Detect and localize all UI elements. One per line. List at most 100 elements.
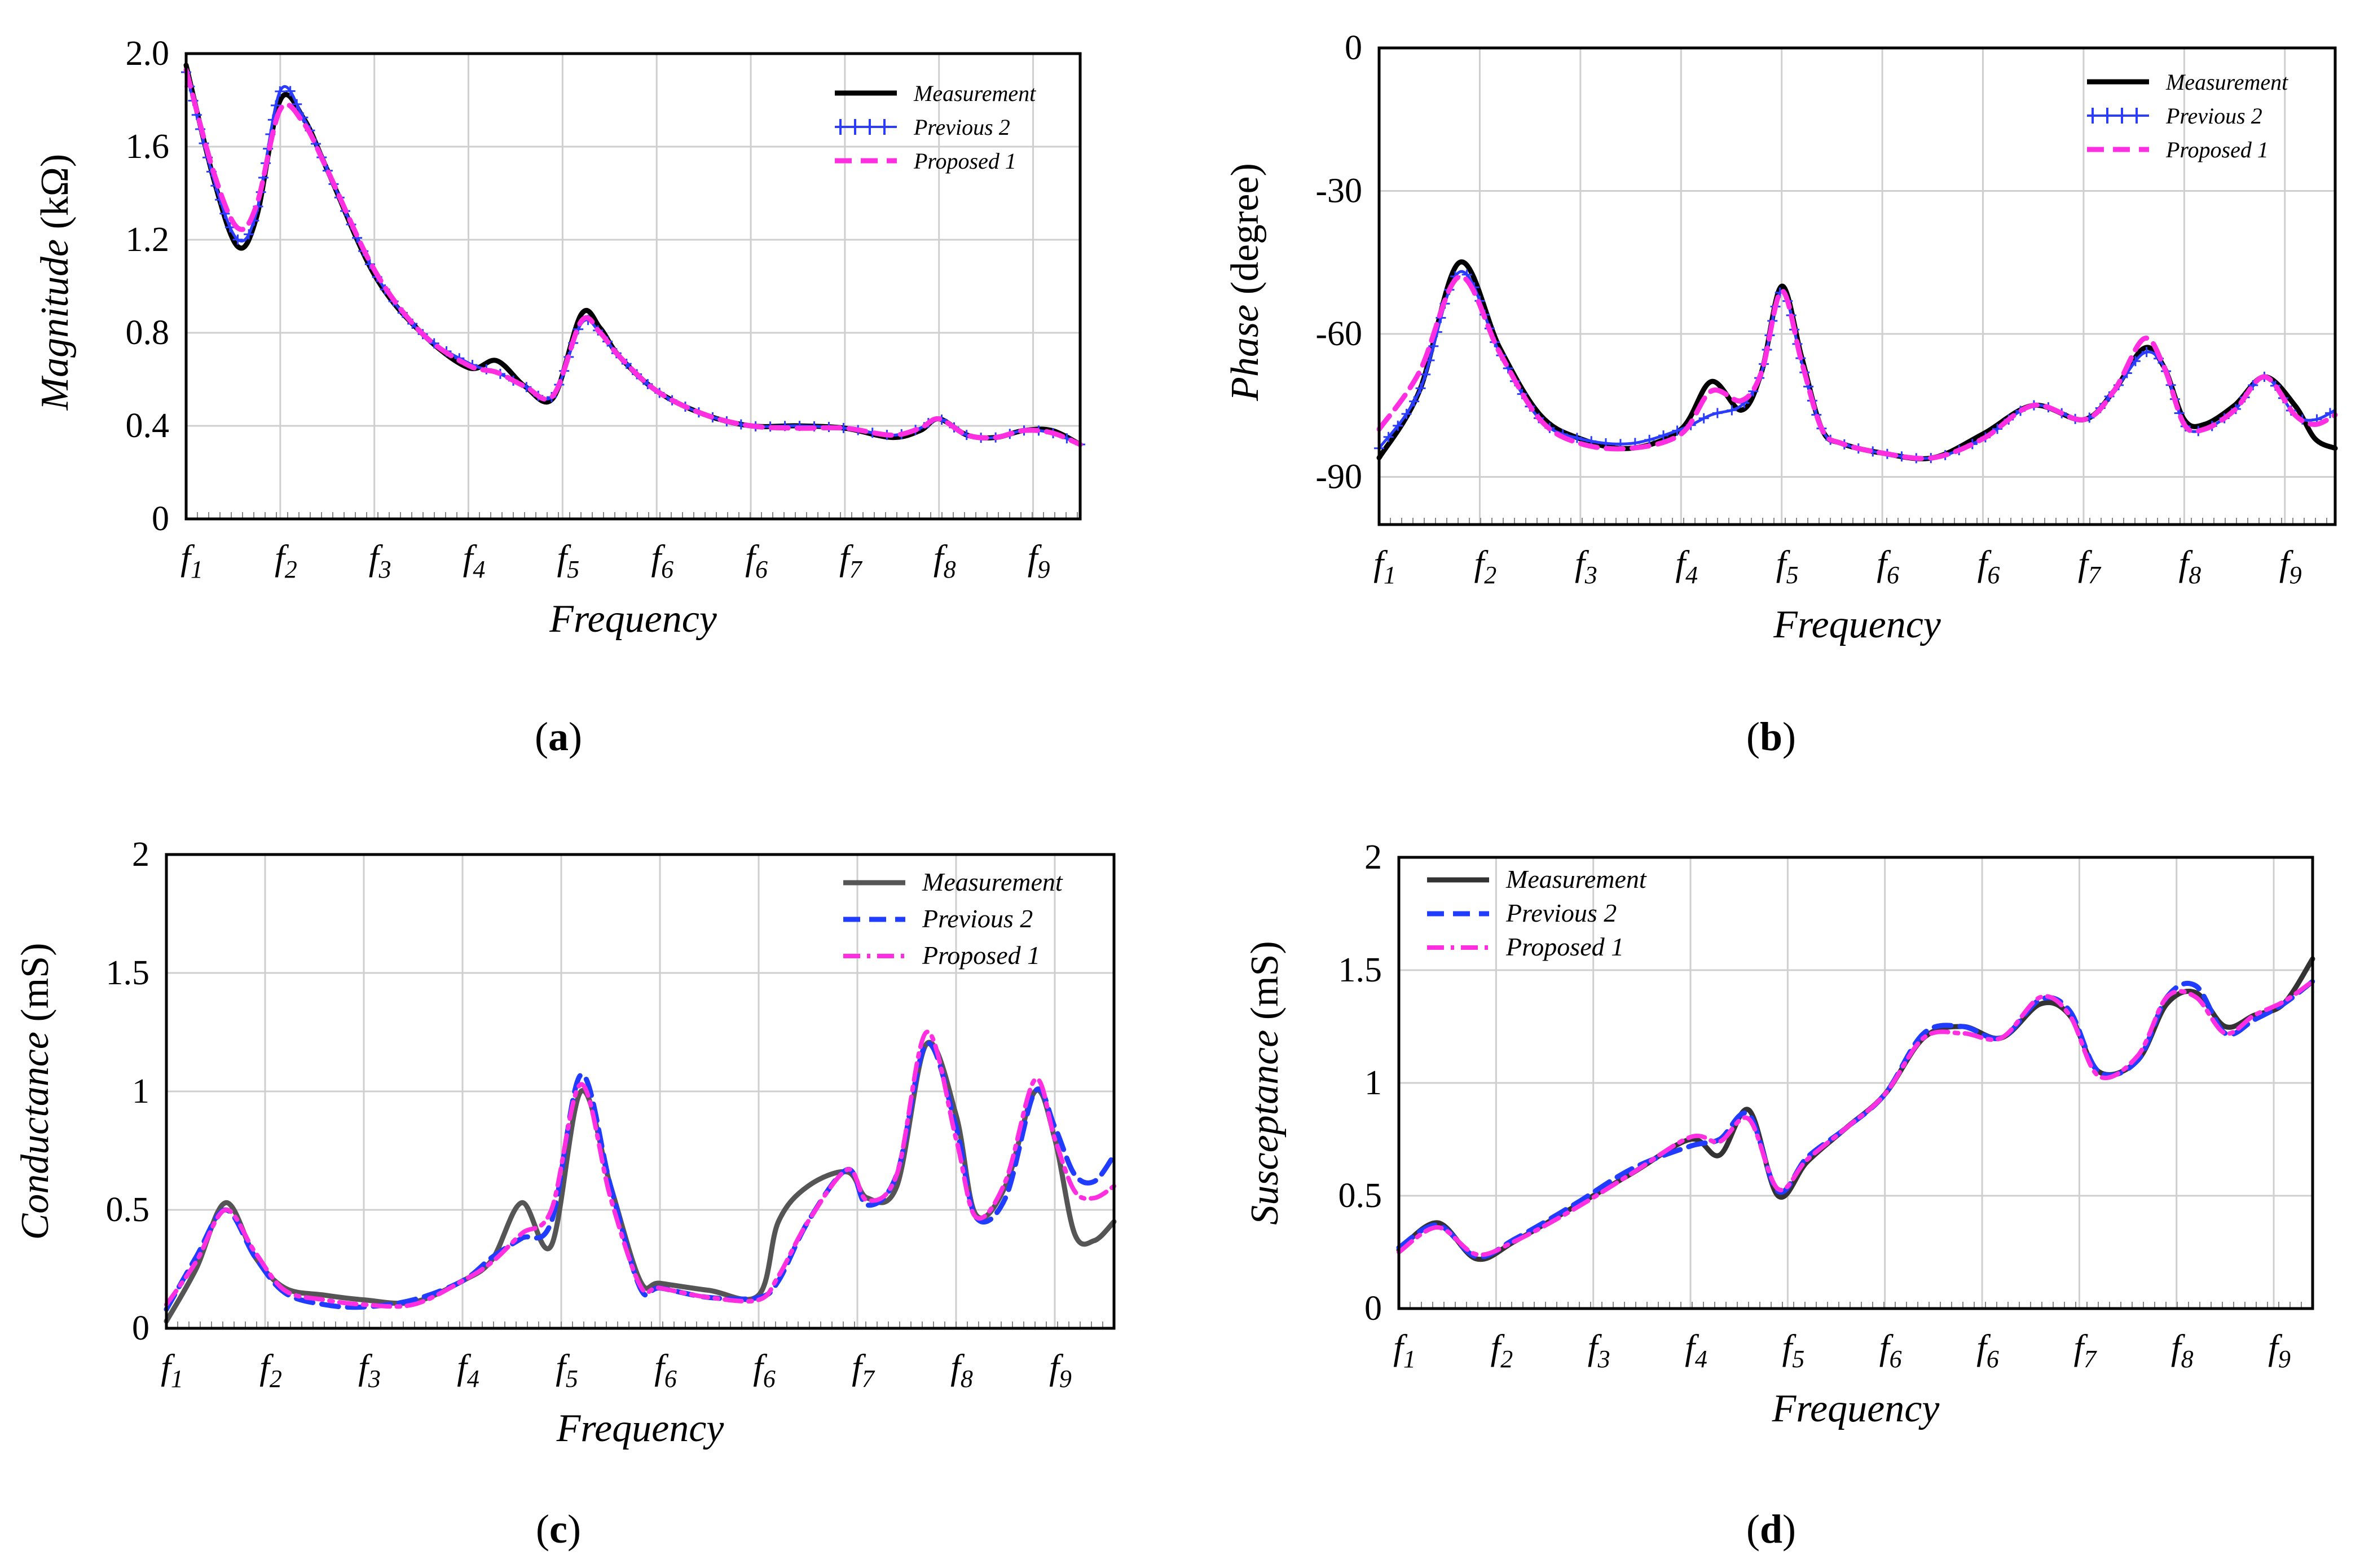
legend-label: Proposed 1 <box>922 941 1040 970</box>
x-tick-label: f3 <box>369 538 391 583</box>
series-line-proposed-1 <box>1376 274 2338 461</box>
x-tick-label: f3 <box>1588 1327 1610 1373</box>
legend-label: Proposed 1 <box>2165 137 2269 162</box>
x-tick-label: f6 <box>1978 543 2000 589</box>
y-tick-label: 1.5 <box>1338 951 1382 989</box>
plus-marker <box>1992 424 2003 434</box>
legend-label: Measurement <box>913 81 1036 106</box>
panel-caption: (b) <box>1746 714 1796 759</box>
y-tick-label: 0 <box>152 500 169 538</box>
plus-marker <box>292 99 302 109</box>
y-tick-label: 0.8 <box>126 314 170 352</box>
y-tick-label: 0 <box>132 1309 149 1347</box>
x-tick-label: f4 <box>1685 1327 1707 1373</box>
chart-b: 0 -30 -60 -90 f1 f2 f3 f4 f5 f6 f6 f7 f8 f9 Frequency P… <box>1223 29 2338 759</box>
y-tick-label: 1 <box>132 1072 149 1111</box>
plus-marker <box>232 234 243 245</box>
x-tick-label: f2 <box>259 1347 282 1393</box>
legend: Measurement Previous 2 Proposed 1 <box>843 867 1063 970</box>
plus-marker <box>1571 433 1582 443</box>
x-tick-label: f5 <box>556 1347 578 1393</box>
x-tick-label: f8 <box>934 538 956 583</box>
panel-caption: (c) <box>536 1507 581 1552</box>
y-tick-label: 0.4 <box>126 407 170 445</box>
plus-marker <box>1393 420 1403 431</box>
legend-label: Previous 2 <box>913 114 1010 140</box>
y-tick-label: 0 <box>1364 1289 1382 1328</box>
panel-caption: (a) <box>535 714 582 759</box>
x-tick-label: f6 <box>654 1347 677 1393</box>
x-tick-label: f8 <box>2171 1327 2194 1373</box>
plot-frame <box>1377 46 2337 526</box>
x-tick-label: f9 <box>1049 1347 1072 1393</box>
plot-frame <box>184 52 1082 521</box>
x-axis-label: Frequency <box>1772 1387 1940 1430</box>
y-tick-label: 0.5 <box>1338 1177 1382 1215</box>
x-tick-label: f7 <box>852 1347 875 1393</box>
x-tick-label: f4 <box>1675 543 1698 589</box>
x-tick-label: f9 <box>2268 1327 2291 1373</box>
plus-marker <box>2141 347 2152 358</box>
x-tick-label: f4 <box>463 538 486 583</box>
legend: Measurement Previous 2 Proposed 1 <box>1427 865 1647 961</box>
series-markers-previous-2 <box>1374 269 2335 464</box>
legend: Measurement Previous 2 Proposed 1 <box>835 81 1036 174</box>
x-tick-label: f8 <box>2178 543 2201 589</box>
plus-marker <box>1727 405 1737 416</box>
x-tick-label: f3 <box>1575 543 1597 589</box>
series-line-previous-2 <box>1396 979 2315 1259</box>
x-tick-label: f6 <box>1879 1327 1902 1373</box>
plus-marker <box>1401 408 1412 419</box>
y-tick-label: 2 <box>1364 838 1382 877</box>
series-line-measurement <box>164 1040 1117 1324</box>
plus-marker <box>1698 413 1709 424</box>
y-axis-label: Susceptance (mS) <box>1243 941 1287 1225</box>
x-tick-label: f8 <box>950 1347 973 1393</box>
plus-marker <box>1409 396 1420 407</box>
y-tick-label: 0.5 <box>106 1191 150 1229</box>
y-tick-label: 2 <box>132 835 149 874</box>
plus-marker <box>1644 434 1655 445</box>
x-tick-label: f1 <box>1393 1327 1416 1373</box>
chart-d: 0 0.5 1 1.5 2 f1 f2 f3 f4 f5 f6 f6 f7 f8 f9 Frequency Su… <box>1243 838 2315 1552</box>
chart-a: 0 0.4 0.8 1.2 1.6 2.0 f1 f2 f3 f4 f5 f6 f6 f7 f8 f9 Freq… <box>33 34 1085 759</box>
x-tick-label: f7 <box>2078 543 2102 589</box>
y-tick-label: 1 <box>1364 1064 1382 1102</box>
x-tick-label: f1 <box>161 1347 183 1393</box>
plus-marker <box>1672 425 1683 436</box>
y-axis-label: Conductance (mS) <box>14 943 57 1240</box>
x-tick-label: f6 <box>651 538 673 583</box>
x-tick-label: f2 <box>1474 543 1497 589</box>
chart-c: 0 0.5 1 1.5 2 f1 f2 f3 f4 f5 f6 f6 f7 f8 f9 Frequency Co… <box>14 835 1117 1552</box>
x-tick-label: f2 <box>275 538 297 583</box>
y-tick-label: 2.0 <box>126 34 170 73</box>
y-axis-label: Phase (degree) <box>1223 163 1267 402</box>
plus-marker <box>1428 341 1439 351</box>
plus-marker <box>1420 369 1431 380</box>
legend-label: Proposed 1 <box>1505 932 1624 961</box>
y-tick-label: -30 <box>1315 172 1362 210</box>
series-line-proposed-1 <box>1397 979 2315 1257</box>
legend-label: Measurement <box>922 867 1063 896</box>
legend-label: Measurement <box>2165 69 2288 95</box>
series-line-previous-2 <box>164 1041 1117 1312</box>
x-tick-label: f1 <box>1373 543 1396 589</box>
y-tick-label: -60 <box>1315 315 1362 353</box>
series-line-measurement <box>1396 956 2315 1262</box>
plus-marker <box>1383 431 1394 442</box>
plus-marker <box>1658 430 1669 441</box>
plus-marker <box>1712 408 1723 419</box>
plus-marker <box>429 338 439 349</box>
x-tick-label: f4 <box>457 1347 479 1393</box>
plus-marker <box>285 86 296 96</box>
x-tick-label: f9 <box>1028 538 1050 583</box>
x-tick-label: f5 <box>1782 1327 1804 1373</box>
y-tick-label: -90 <box>1315 458 1362 496</box>
x-tick-label: f7 <box>2073 1327 2097 1373</box>
x-tick-label: f6 <box>1877 543 1899 589</box>
x-tick-label: f6 <box>753 1347 776 1393</box>
plus-marker <box>275 86 285 96</box>
plot-frame <box>165 853 1116 1330</box>
legend: Measurement Previous 2 Proposed 1 <box>2087 69 2288 162</box>
